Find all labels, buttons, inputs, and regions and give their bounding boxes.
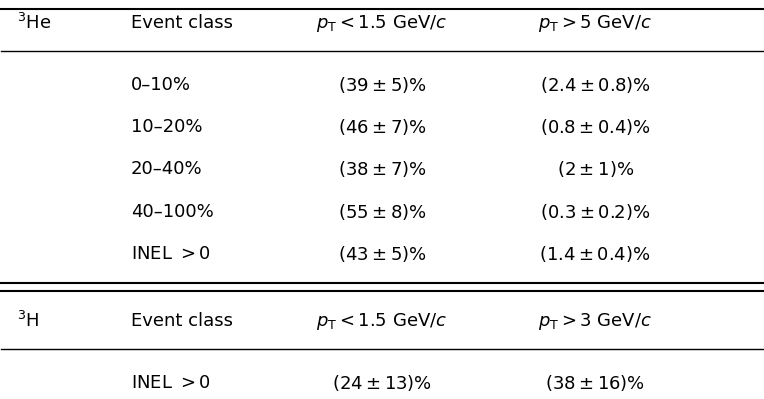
Text: $p_{\mathrm{T}} > 5$ GeV$/c$: $p_{\mathrm{T}} > 5$ GeV$/c$ [538,13,652,34]
Text: INEL $> 0$: INEL $> 0$ [131,245,211,263]
Text: $^{3}$H: $^{3}$H [17,311,39,331]
Text: $p_{\mathrm{T}} < 1.5$ GeV$/c$: $p_{\mathrm{T}} < 1.5$ GeV$/c$ [316,13,448,34]
Text: Event class: Event class [131,312,233,330]
Text: 10–20%: 10–20% [131,118,202,136]
Text: 20–40%: 20–40% [131,160,202,178]
Text: $(55 \pm 8)\%$: $(55 \pm 8)\%$ [338,202,426,222]
Text: 40–100%: 40–100% [131,203,214,221]
Text: $(39 \pm 5)\%$: $(39 \pm 5)\%$ [338,75,426,95]
Text: $(24 \pm 13)\%$: $(24 \pm 13)\%$ [332,373,432,393]
Text: Event class: Event class [131,14,233,32]
Text: $(38 \pm 7)\%$: $(38 \pm 7)\%$ [338,159,426,180]
Text: INEL $> 0$: INEL $> 0$ [131,373,211,391]
Text: $(0.8 \pm 0.4)\%$: $(0.8 \pm 0.4)\%$ [539,117,651,137]
Text: $(1.4 \pm 0.4)\%$: $(1.4 \pm 0.4)\%$ [539,244,651,264]
Text: $(2.4 \pm 0.8)\%$: $(2.4 \pm 0.8)\%$ [539,75,651,95]
Text: $(46 \pm 7)\%$: $(46 \pm 7)\%$ [338,117,426,137]
Text: 0–10%: 0–10% [131,75,191,94]
Text: $(2 \pm 1)\%$: $(2 \pm 1)\%$ [556,159,633,180]
Text: $(38 \pm 16)\%$: $(38 \pm 16)\%$ [545,373,645,393]
Text: $(43 \pm 5)\%$: $(43 \pm 5)\%$ [338,244,426,264]
Text: $^{3}$He: $^{3}$He [17,13,51,33]
Text: $p_{\mathrm{T}} < 1.5$ GeV$/c$: $p_{\mathrm{T}} < 1.5$ GeV$/c$ [316,311,448,332]
Text: $p_{\mathrm{T}} > 3$ GeV$/c$: $p_{\mathrm{T}} > 3$ GeV$/c$ [538,311,652,332]
Text: $(0.3 \pm 0.2)\%$: $(0.3 \pm 0.2)\%$ [540,202,650,222]
